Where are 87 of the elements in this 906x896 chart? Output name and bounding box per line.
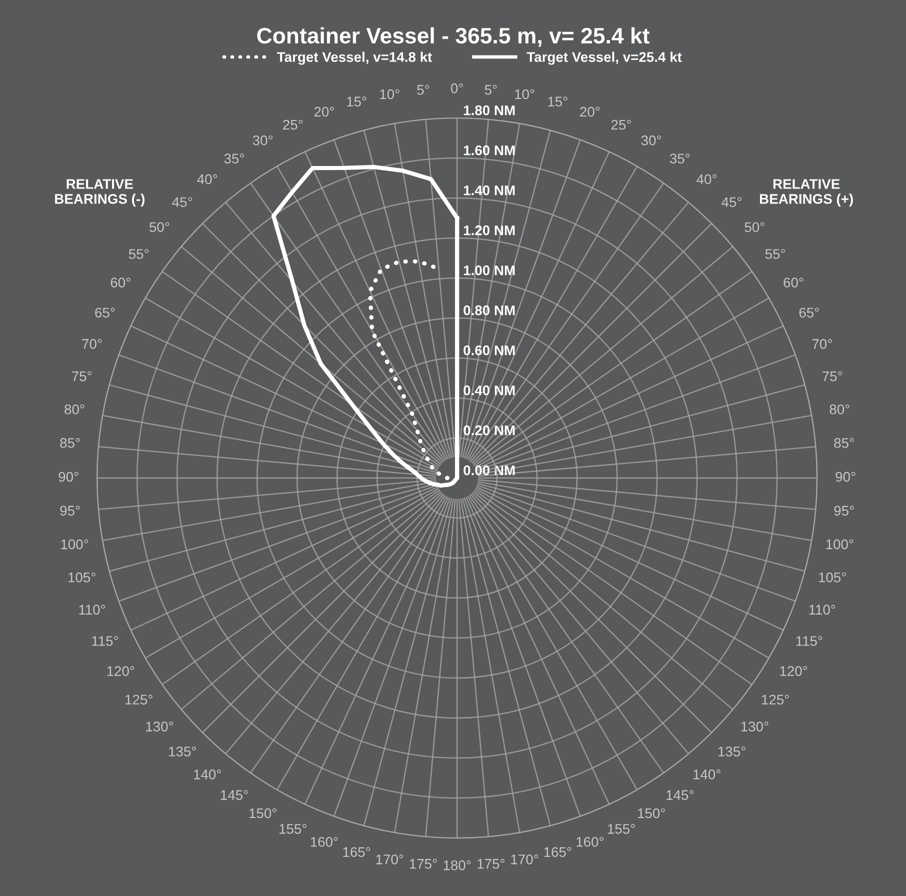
spoke-label: 60° bbox=[110, 278, 130, 288]
spoke-label: 110° bbox=[79, 604, 106, 615]
spoke-label: 105° bbox=[68, 572, 96, 582]
y-tick-label: 1.60 NM bbox=[464, 145, 515, 156]
spoke-label: 10° bbox=[515, 89, 534, 100]
spoke-label: 20° bbox=[580, 106, 600, 117]
spoke-label: 115° bbox=[796, 636, 822, 646]
y-tick-label: 0.80 NM bbox=[464, 305, 515, 316]
spoke-label: 130° bbox=[146, 722, 174, 732]
spoke-label: 170° bbox=[511, 854, 538, 864]
spoke-label: 80° bbox=[830, 404, 850, 414]
spoke-label: 70° bbox=[812, 339, 832, 349]
spoke-label: 50° bbox=[744, 222, 764, 232]
spoke-label: 85° bbox=[834, 438, 854, 448]
spoke-label: 105° bbox=[819, 572, 846, 582]
spoke-label: 70° bbox=[82, 339, 102, 349]
spoke-label: 145° bbox=[220, 790, 248, 800]
spoke-label: 100° bbox=[826, 539, 854, 550]
spoke-label: 20° bbox=[314, 106, 334, 117]
spoke-label: 85° bbox=[60, 438, 80, 448]
spoke-label: 15° bbox=[347, 96, 366, 106]
y-tick-label: 1.00 NM bbox=[464, 265, 515, 276]
y-tick-label: 0.40 NM bbox=[464, 385, 515, 396]
spoke-label: 120° bbox=[107, 666, 134, 676]
spoke-label: 60° bbox=[784, 278, 804, 288]
spoke-label: 125° bbox=[126, 694, 152, 705]
spoke-label: 40° bbox=[197, 174, 218, 184]
spoke-label: 75° bbox=[822, 371, 842, 382]
spoke-label: 30° bbox=[641, 135, 661, 146]
spoke-label: 45° bbox=[722, 197, 742, 208]
spoke-label: 120° bbox=[780, 666, 808, 676]
text: RELATIVE BEARINGS (+) bbox=[760, 179, 853, 207]
spoke-label: 55° bbox=[765, 249, 785, 259]
spoke-label: 15° bbox=[548, 96, 568, 106]
spoke-label: 90° bbox=[836, 472, 856, 482]
spoke-label: 110° bbox=[809, 604, 836, 615]
spoke-label: 65° bbox=[799, 308, 819, 318]
spoke-label: 140° bbox=[693, 770, 720, 780]
spoke-label: 145° bbox=[666, 790, 694, 800]
spoke-label: 55° bbox=[128, 249, 149, 259]
spoke-label: 130° bbox=[741, 722, 768, 732]
spoke-label: 80° bbox=[64, 404, 84, 414]
spoke-label: 115° bbox=[92, 636, 118, 646]
spoke-label: 45° bbox=[172, 197, 192, 208]
legend-label: Target Vessel, v=25.4 kt bbox=[526, 52, 682, 65]
spoke-label: 35° bbox=[670, 154, 690, 164]
spoke-label: 160° bbox=[310, 836, 338, 847]
spoke-label: 30° bbox=[252, 135, 273, 146]
spoke-label: 25° bbox=[283, 120, 303, 130]
spoke-label: 175° bbox=[478, 858, 504, 869]
spoke-label: 0° bbox=[450, 83, 463, 94]
spoke-label: 150° bbox=[638, 808, 665, 818]
spoke-label: 160° bbox=[576, 836, 604, 847]
spoke-label: 170° bbox=[376, 854, 404, 864]
spoke-label: 100° bbox=[61, 539, 88, 550]
y-tick-label: 0.00 NM bbox=[464, 465, 515, 476]
y-tick-label: 0.60 NM bbox=[464, 345, 515, 356]
spoke-label: 140° bbox=[194, 770, 221, 780]
y-tick-label: 1.20 NM bbox=[464, 225, 515, 236]
spoke-label: 165° bbox=[343, 847, 370, 857]
chart-title: Container Vessel - 365.5 m, v= 25.4 kt bbox=[257, 27, 650, 47]
spoke-label: 5° bbox=[484, 84, 497, 95]
y-tick-label: 1.40 NM bbox=[464, 185, 515, 196]
spoke-label: 135° bbox=[718, 746, 746, 756]
spoke-label: 25° bbox=[611, 120, 631, 130]
spoke-label: 155° bbox=[280, 824, 306, 834]
spoke-label: 165° bbox=[544, 847, 572, 857]
text: RELATIVE BEARINGS (-) bbox=[55, 179, 144, 207]
spoke-label: 95° bbox=[834, 506, 854, 516]
spoke-label: 50° bbox=[150, 222, 170, 232]
legend-label: Target Vessel, v=14.8 kt bbox=[277, 52, 432, 65]
y-tick-label: 0.20 NM bbox=[464, 425, 515, 436]
spoke-label: 155° bbox=[608, 824, 635, 834]
spoke-label: 150° bbox=[250, 808, 276, 818]
spoke-label: 90° bbox=[58, 472, 78, 482]
y-tick-label: 1.80 NM bbox=[464, 105, 515, 116]
spoke-label: 10° bbox=[380, 89, 400, 100]
spoke-label: 95° bbox=[60, 506, 80, 516]
spoke-label: 180° bbox=[444, 860, 471, 870]
spoke-label: 125° bbox=[762, 694, 789, 705]
spoke-label: 75° bbox=[72, 371, 92, 382]
spoke-label: 35° bbox=[224, 154, 244, 164]
spoke-label: 135° bbox=[169, 746, 196, 756]
spoke-label: 5° bbox=[417, 84, 430, 95]
spoke-label: 40° bbox=[696, 174, 716, 184]
spoke-label: 175° bbox=[410, 858, 437, 869]
spoke-label: 65° bbox=[95, 308, 115, 318]
